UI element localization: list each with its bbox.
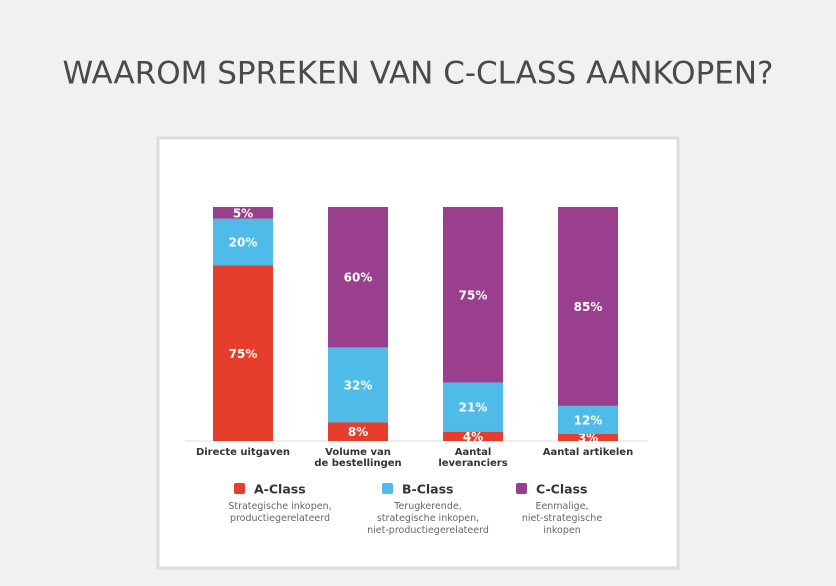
value-label: 5% bbox=[233, 206, 253, 220]
value-label: 8% bbox=[348, 425, 368, 439]
value-label: 60% bbox=[344, 271, 373, 285]
chart-title: WAAROM SPREKEN VAN C-CLASS AANKOPEN? bbox=[62, 56, 773, 92]
value-label: 20% bbox=[229, 236, 258, 250]
bar-segment bbox=[443, 207, 503, 383]
legend-swatch bbox=[382, 483, 393, 494]
bar-segment bbox=[443, 431, 503, 441]
value-label: 4% bbox=[463, 430, 483, 444]
x-tick-label: Directe uitgaven bbox=[196, 447, 290, 458]
value-label: 85% bbox=[574, 300, 603, 314]
bar-segment bbox=[328, 347, 388, 423]
bar-segment bbox=[558, 405, 618, 434]
bar-segment bbox=[558, 433, 618, 441]
value-label: 32% bbox=[344, 378, 373, 392]
legend-label: C-Class bbox=[536, 482, 587, 497]
bar-segment bbox=[328, 207, 388, 348]
value-label: 3% bbox=[578, 431, 598, 445]
legend-description: Eenmalige, niet-strategische inkopen bbox=[522, 501, 602, 536]
legend-description: Terugkerende, strategische inkopen, niet-p… bbox=[367, 501, 489, 536]
bar-segment bbox=[213, 207, 273, 219]
bar-segment bbox=[213, 218, 273, 266]
x-tick-label: Volume van de bestellingen bbox=[314, 447, 401, 469]
x-tick-label: Aantal leveranciers bbox=[438, 447, 507, 469]
value-label: 21% bbox=[459, 401, 488, 415]
bar-segment bbox=[213, 265, 273, 441]
legend-description: Strategische inkopen, productiegerelateer… bbox=[228, 501, 331, 524]
bar-segment bbox=[443, 382, 503, 432]
x-tick-label: Aantal artikelen bbox=[543, 447, 633, 458]
bar-segment bbox=[558, 207, 618, 406]
value-label: 12% bbox=[574, 413, 603, 427]
legend-swatch bbox=[234, 483, 245, 494]
legend-label: B-Class bbox=[402, 482, 454, 497]
legend-swatch bbox=[516, 483, 527, 494]
bar-segment bbox=[328, 422, 388, 441]
value-label: 75% bbox=[229, 347, 258, 361]
legend-label: A-Class bbox=[254, 482, 306, 497]
value-label: 75% bbox=[459, 288, 488, 302]
